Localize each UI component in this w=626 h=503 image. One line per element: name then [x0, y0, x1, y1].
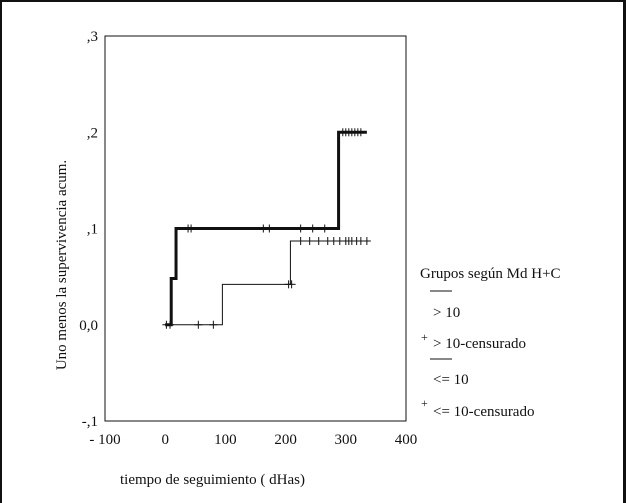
x-axis-label: tiempo de seguimiento ( dHas)	[120, 472, 305, 488]
y-tick-label: ,3	[87, 29, 98, 45]
x-tick-label: 0	[161, 432, 169, 448]
censor-mark-le10	[296, 237, 305, 246]
censor-mark-le10	[362, 237, 371, 246]
censor-mark-le10	[209, 320, 218, 329]
x-tick-label: 200	[274, 432, 297, 448]
x-tick-label: 100	[214, 432, 237, 448]
y-tick-label: ,2	[87, 125, 98, 141]
censor-mark-gt10	[265, 224, 274, 233]
censor-mark-gt10	[308, 224, 317, 233]
censor-mark-gt10	[166, 320, 175, 329]
legend-entry-gt10-censored: > 10-censurado	[433, 336, 526, 352]
censor-mark-le10	[305, 237, 314, 246]
x-tick-labels: - 100 0 100 200 300 400	[89, 432, 417, 448]
x-tick-label: 400	[395, 432, 418, 448]
legend-entry-le10: <= 10	[433, 372, 469, 388]
legend-title: Grupos según Md H+C	[420, 266, 561, 282]
legend-entry-le10-censored: <= 10-censurado	[433, 404, 534, 420]
censor-mark-gt10	[187, 224, 196, 233]
x-tick-label: - 100	[89, 432, 120, 448]
y-tick-label: 0,0	[79, 318, 98, 334]
series-line-gt10	[165, 130, 367, 327]
y-tick-labels: ,3 ,2 ,1 0,0 -,1	[79, 29, 98, 430]
censor-mark-gt10	[296, 224, 305, 233]
censor-mark-gt10	[320, 224, 329, 233]
y-tick-label: -,1	[82, 414, 98, 430]
legend-plus-le10-censored: +	[421, 396, 428, 410]
y-axis-label: Uno menos la supervivencia acum.	[54, 160, 70, 370]
legend-plus-gt10-censored: +	[421, 330, 428, 344]
censor-mark-le10	[287, 280, 296, 289]
censor-mark-le10	[314, 237, 323, 246]
series-line-le10	[165, 240, 367, 326]
y-tick-label: ,1	[87, 222, 98, 238]
legend-entry-gt10: > 10	[433, 305, 460, 321]
censor-mark-le10	[194, 320, 203, 329]
censor-mark-gt10	[356, 128, 365, 137]
plot-area	[104, 35, 407, 422]
x-tick-label: 300	[335, 432, 358, 448]
censor-marks	[162, 128, 371, 329]
legend: Grupos según Md H+C > 10 + > 10-censurad…	[420, 266, 561, 420]
